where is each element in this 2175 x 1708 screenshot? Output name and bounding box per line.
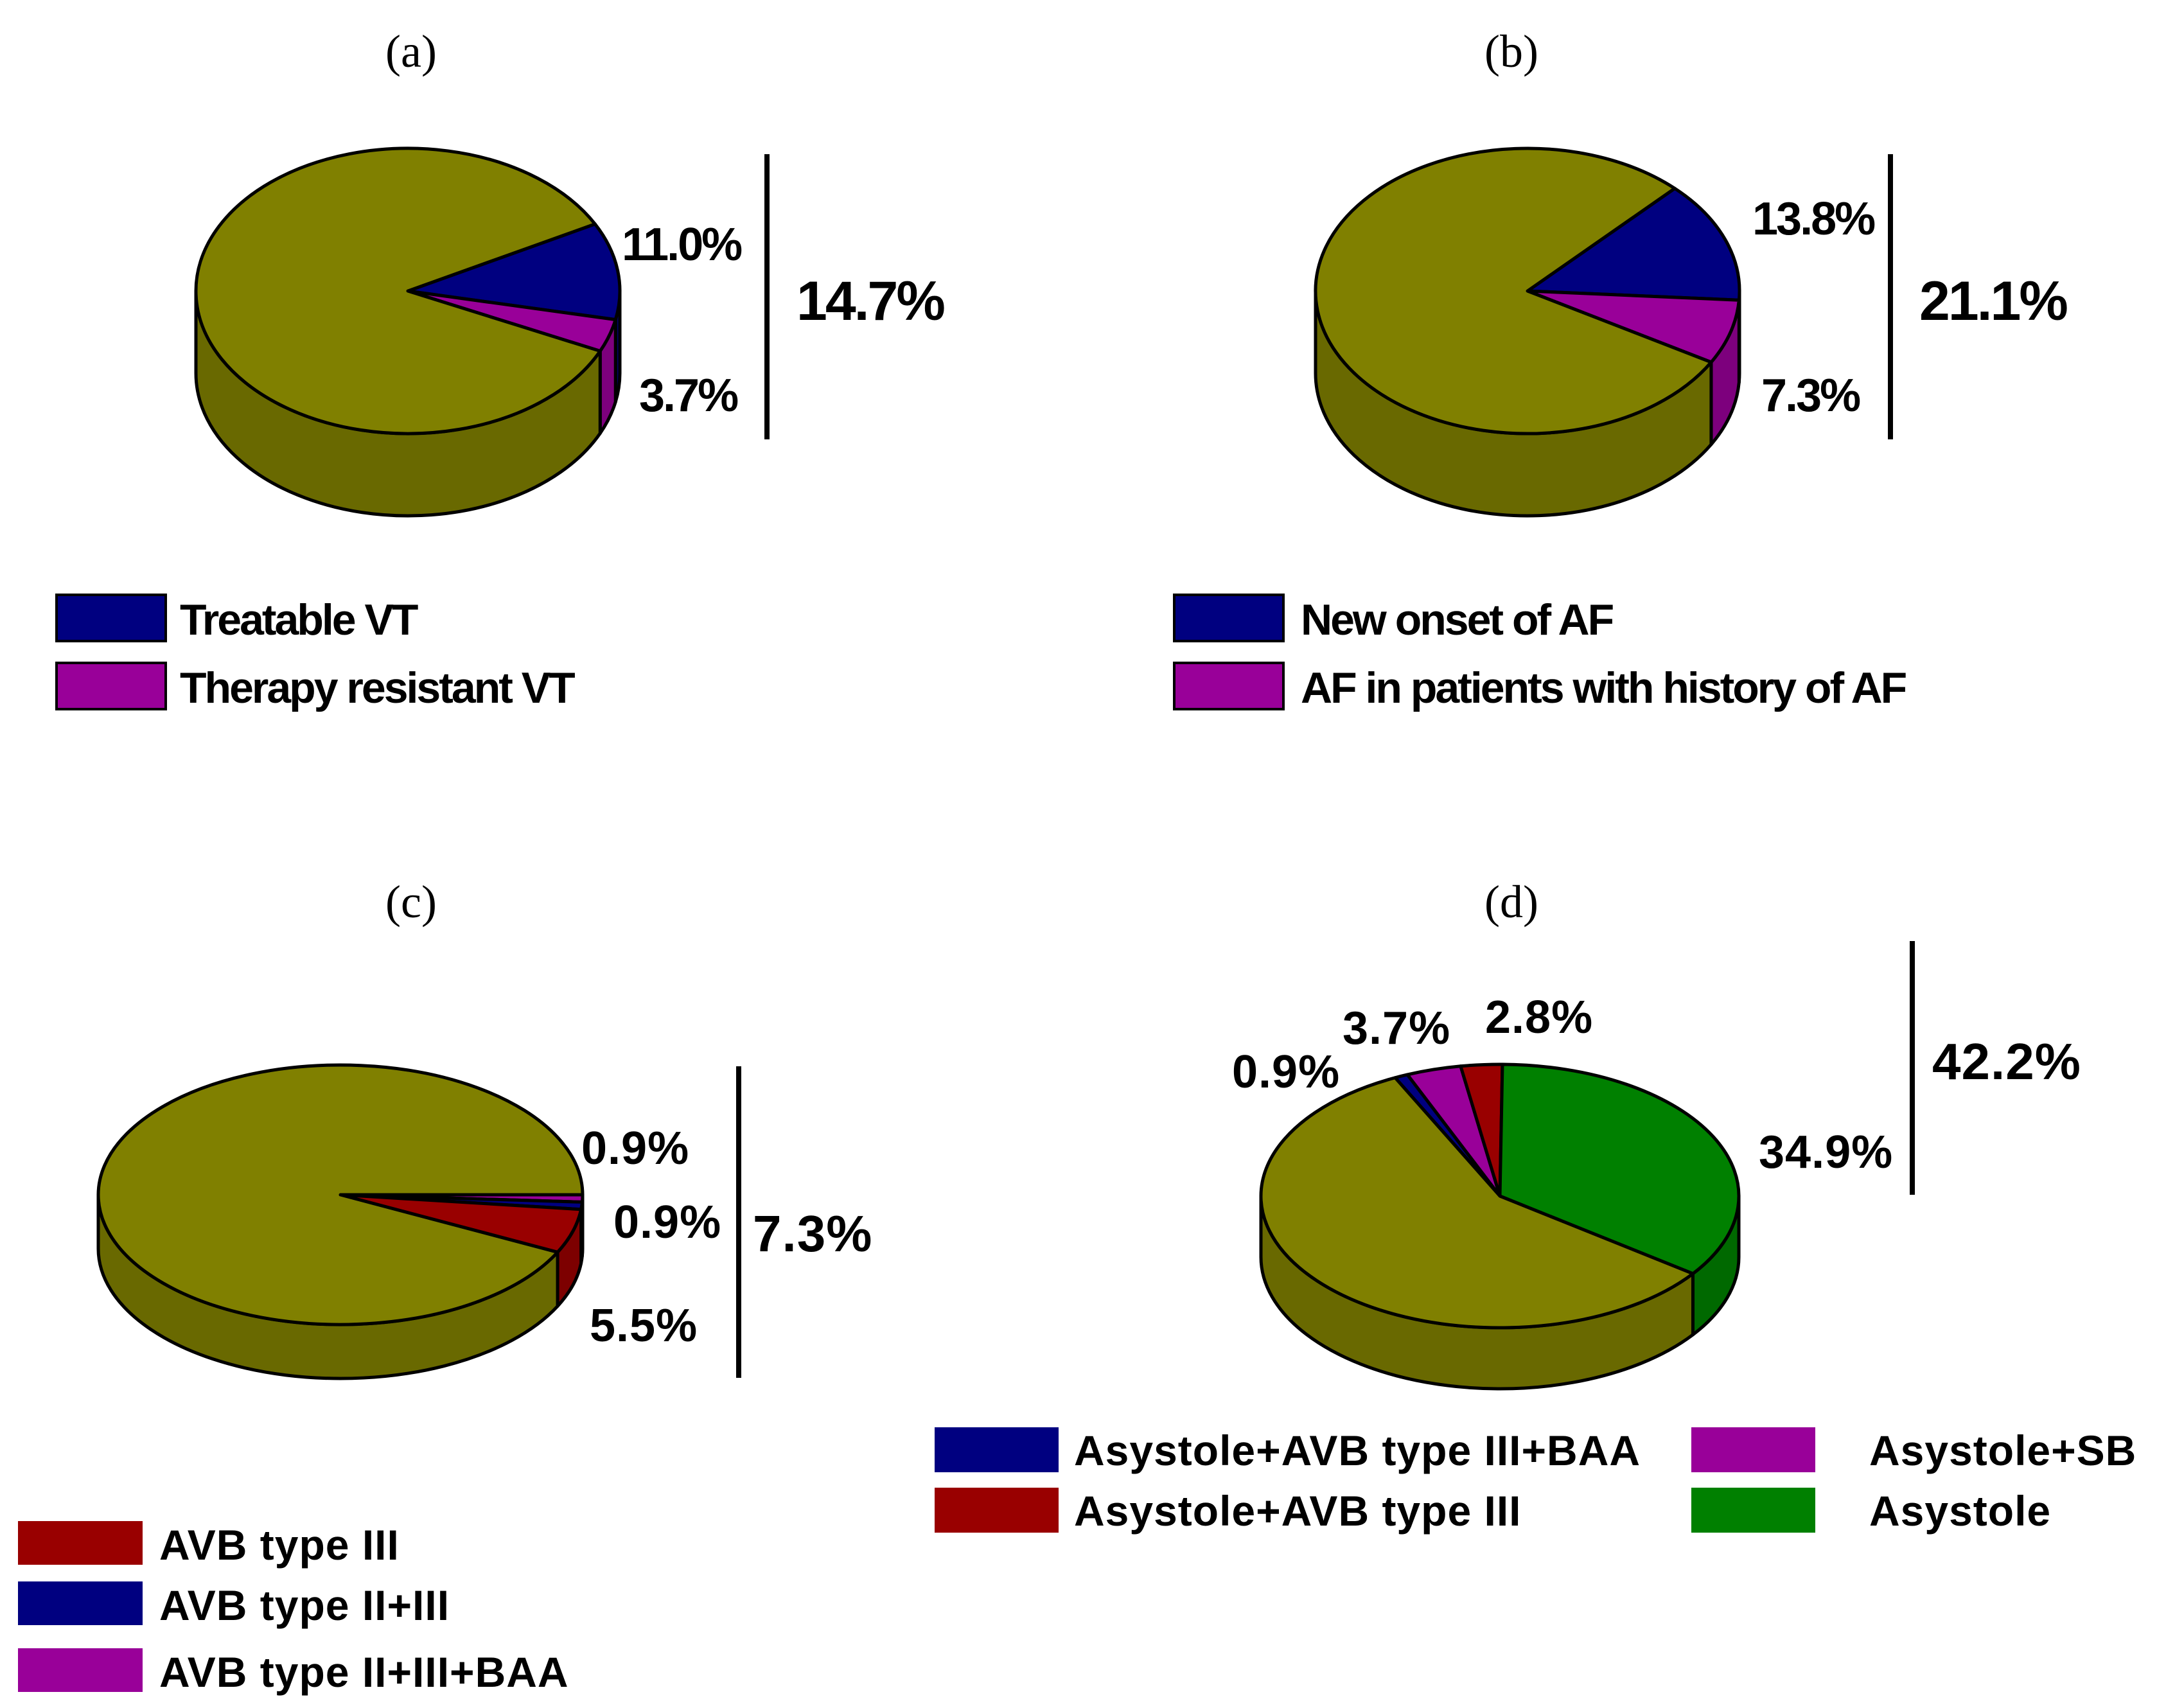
pie-slice-2-3	[96, 1063, 585, 1326]
legend-label-b-1: AF in patients with history of AF	[1301, 664, 1906, 712]
legend-label-d-2: Asystole+AVB type III	[1074, 1487, 1522, 1535]
data-label-d-3: 34.9%	[1759, 1127, 1893, 1178]
legend-label-c-0: AVB type III	[159, 1521, 400, 1569]
legend-swatch-c-2	[18, 1648, 143, 1692]
total-label-a: 14.7%	[797, 270, 944, 332]
pie-slice-3-4	[1259, 1076, 1695, 1330]
pie-chart-a	[194, 146, 622, 518]
panel-label-a: (a)	[385, 26, 437, 77]
data-label-b-0: 13.8%	[1752, 193, 1875, 245]
legend-swatch-c-0	[18, 1521, 143, 1565]
legend-a: Treatable VT Therapy resistant VT	[55, 594, 577, 712]
legend-label-d-0: Asystole+AVB type III+BAA	[1074, 1427, 1641, 1474]
panel-label-b: (b)	[1484, 26, 1538, 77]
legend-label-b-0: New onset of AF	[1301, 595, 1614, 644]
total-label-b: 21.1%	[1919, 270, 2067, 332]
legend-swatch-c-1	[18, 1581, 143, 1625]
legend-label-a-0: Treatable VT	[180, 595, 418, 644]
data-label-d-1: 3.7%	[1343, 1003, 1450, 1054]
legend-swatch-d-1	[1691, 1427, 1815, 1472]
pie-chart-b	[1314, 146, 1741, 518]
pie-slice-1-0	[1526, 186, 1741, 302]
pie-slice-0-0	[406, 222, 622, 322]
data-label-c-2: 5.5%	[590, 1300, 698, 1351]
pie-slice-1-1	[1526, 289, 1741, 364]
data-label-a-0: 11.0%	[622, 219, 742, 270]
pie-slice-0-2	[194, 146, 602, 436]
panel-label-c: (c)	[385, 876, 437, 928]
data-label-c-0: 0.9%	[581, 1123, 689, 1174]
legend-swatch-d-0	[935, 1427, 1059, 1472]
pie-slice-1-2	[1314, 146, 1713, 436]
legend-swatch-d-2	[935, 1488, 1059, 1533]
legend-c: AVB type III AVB type II+III AVB type II…	[18, 1521, 569, 1696]
legend-swatch-b-0	[1173, 594, 1285, 642]
data-label-b-1: 7.3%	[1761, 370, 1860, 421]
legend-label-d-1: Asystole+SB	[1869, 1427, 2136, 1474]
data-label-c-1: 0.9%	[613, 1197, 721, 1248]
legend-swatch-b-1	[1173, 662, 1285, 710]
legend-swatch-a-0	[55, 594, 167, 642]
total-label-d: 42.2%	[1932, 1033, 2081, 1090]
legend-swatch-a-1	[55, 662, 167, 710]
data-label-d-2: 2.8%	[1485, 992, 1593, 1043]
legend-label-d-3: Asystole	[1869, 1487, 2051, 1535]
data-label-a-1: 3.7%	[639, 370, 738, 421]
legend-label-c-2: AVB type II+III+BAA	[159, 1648, 569, 1696]
legend-label-c-1: AVB type II+III	[159, 1581, 450, 1629]
legend-d: Asystole+AVB type III+BAA Asystole+SB As…	[935, 1427, 2136, 1535]
legend-swatch-d-3	[1691, 1488, 1815, 1533]
legend-label-a-1: Therapy resistant VT	[180, 664, 575, 712]
pie-slice-3-3	[1498, 1062, 1741, 1276]
panel-label-d: (d)	[1484, 876, 1538, 928]
data-label-d-0: 0.9%	[1232, 1046, 1340, 1098]
pie-chart-d	[1259, 1062, 1741, 1391]
legend-b: New onset of AF AF in patients with hist…	[1173, 594, 1908, 712]
total-label-c: 7.3%	[753, 1205, 872, 1262]
pie-chart-c	[96, 1063, 585, 1380]
